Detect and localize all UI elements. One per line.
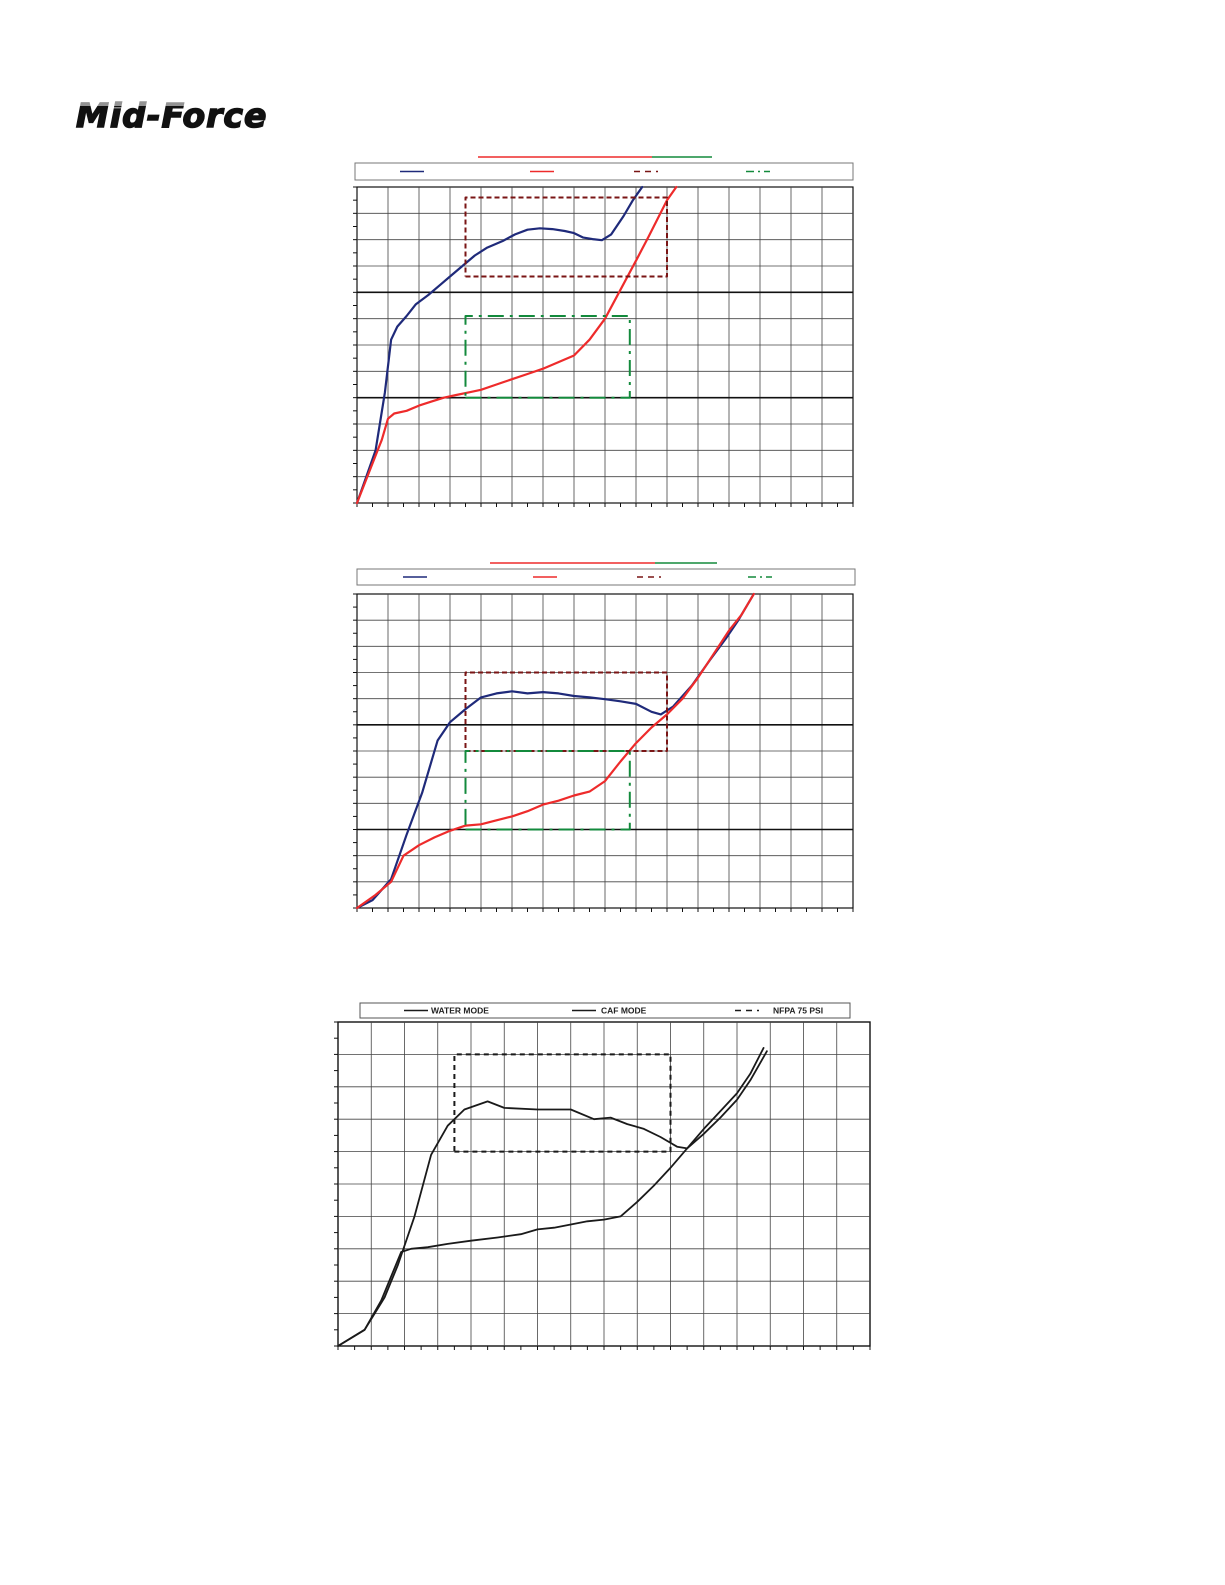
brand-logo: Mid-Force — [75, 95, 267, 136]
chart-upper — [353, 156, 854, 507]
legend-label-water-mode: WATER MODE — [431, 1006, 489, 1016]
series-line-water-mode — [337, 1050, 768, 1347]
series-line-3 — [464, 315, 631, 399]
chart-middle — [353, 562, 856, 912]
axis-ticks — [353, 593, 854, 912]
series-line-0 — [355, 185, 644, 505]
legend-label-nfpa-75-psi: NFPA 75 PSI — [773, 1006, 823, 1016]
chart-middle-legend-box — [356, 568, 856, 586]
chart-lower-legend: WATER MODE CAF MODE NFPA 75 PSI — [404, 1006, 823, 1016]
series-line-1 — [355, 592, 755, 910]
axis-ticks — [334, 1021, 871, 1350]
series-line-2 — [464, 671, 668, 752]
series-line-2 — [464, 196, 668, 278]
chart-lower-series — [337, 1047, 768, 1347]
axis-ticks — [353, 186, 854, 507]
legend-label-caf-mode: CAF MODE — [601, 1006, 647, 1016]
chart-lower: WATER MODE CAF MODE NFPA 75 PSI — [334, 1002, 871, 1350]
series-line-nfpa-75-psi — [453, 1053, 672, 1153]
chart-lower-legend-box — [359, 1002, 851, 1019]
series-line-1 — [355, 185, 678, 505]
series-line-0 — [355, 592, 755, 910]
chart-upper-series — [355, 185, 678, 505]
chart-middle-series — [355, 592, 755, 910]
logo-highlight — [76, 100, 262, 106]
chart-upper-grid — [353, 186, 854, 507]
chart-upper-legend-box — [354, 162, 854, 181]
series-line-caf-mode — [337, 1047, 765, 1347]
